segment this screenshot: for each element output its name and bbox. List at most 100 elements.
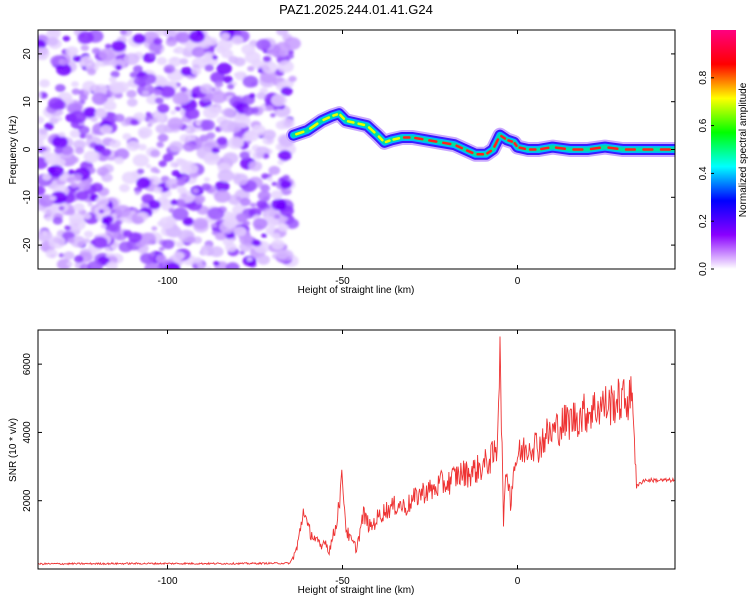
snr-x-tick-label: -100 — [157, 576, 177, 587]
noise-blob — [199, 83, 214, 94]
noise-blob — [282, 174, 290, 181]
noise-blob — [175, 199, 186, 207]
noise-blob — [280, 118, 295, 130]
noise-blob — [162, 239, 175, 250]
noise-blob — [233, 226, 247, 237]
noise-blob — [251, 59, 264, 69]
noise-blob — [288, 75, 297, 82]
noise-blob — [126, 140, 140, 151]
ridge-peak — [518, 146, 527, 151]
noise-blob — [158, 216, 175, 229]
noise-blob — [191, 67, 202, 76]
noise-blob — [69, 187, 77, 193]
noise-blob — [69, 110, 87, 124]
noise-blob — [250, 202, 257, 208]
noise-blob — [100, 224, 107, 229]
snr-marks — [38, 336, 675, 566]
noise-blob — [70, 235, 86, 248]
noise-blob — [99, 171, 106, 177]
noise-blob — [183, 142, 196, 152]
noise-blob — [64, 157, 72, 163]
noise-blobs — [38, 30, 301, 269]
noise-blob — [234, 72, 240, 77]
noise-blob — [66, 176, 75, 184]
noise-blob — [114, 205, 131, 218]
noise-blob — [83, 238, 91, 244]
noise-blob — [146, 164, 152, 169]
noise-blob — [227, 83, 235, 90]
noise-blob — [38, 47, 50, 60]
figure-title: PAZ1.2025.244.01.41.G24 — [279, 2, 433, 17]
snr-axes: -100 -50 0 2000 4000 6000 — [22, 330, 675, 587]
ridge-peak — [500, 134, 507, 140]
noise-blob — [48, 235, 66, 249]
noise-blob — [239, 197, 251, 207]
spectrogram-y-tick-label: -10 — [22, 190, 33, 205]
noise-blob — [205, 266, 212, 269]
noise-blob — [114, 156, 125, 165]
noise-blob — [261, 233, 267, 238]
noise-blob — [235, 196, 242, 201]
noise-blob — [91, 92, 108, 106]
noise-blob — [267, 177, 273, 182]
noise-blob — [39, 128, 48, 135]
noise-blob — [265, 105, 274, 112]
noise-blob — [255, 151, 265, 158]
noise-blob — [44, 122, 54, 131]
ridge-peaks — [295, 113, 672, 156]
noise-blob — [150, 149, 161, 158]
noise-blob — [239, 151, 250, 160]
noise-blob — [138, 130, 150, 139]
noise-blob — [157, 220, 165, 227]
noise-blob — [108, 76, 117, 83]
noise-blob — [138, 143, 147, 151]
noise-blob — [102, 215, 114, 224]
ridge-peak — [507, 139, 514, 143]
noise-blob — [109, 231, 120, 239]
noise-blob — [58, 132, 66, 138]
noise-blob — [172, 251, 185, 261]
noise-blob — [153, 186, 163, 194]
noise-blob — [77, 180, 91, 191]
ridge-peak — [377, 135, 384, 142]
noise-blob — [286, 53, 294, 59]
noise-blob — [190, 93, 198, 99]
noise-blob — [83, 150, 100, 163]
noise-blob — [42, 231, 48, 236]
noise-blob — [65, 46, 79, 56]
noise-blob — [284, 37, 301, 50]
noise-blob — [54, 158, 66, 167]
noise-blob — [50, 191, 67, 204]
noise-blob — [185, 127, 191, 132]
colorbar-label: Normalized spectral amplitude — [738, 82, 749, 217]
noise-blob — [52, 216, 63, 225]
noise-blob — [169, 161, 177, 168]
ridge-peak — [322, 116, 331, 122]
ridge-peak — [513, 142, 518, 147]
noise-blob — [87, 68, 96, 76]
noise-blob — [39, 92, 48, 99]
noise-blob — [63, 251, 75, 260]
noise-blob — [278, 150, 292, 161]
noise-blob — [142, 90, 150, 96]
snr-y-tick-label: 2000 — [22, 489, 33, 512]
noise-blob — [187, 134, 197, 142]
noise-blob — [172, 207, 189, 221]
noise-blob — [91, 47, 101, 55]
noise-blob — [80, 44, 90, 52]
noise-blob — [90, 182, 104, 193]
noise-blob — [83, 230, 94, 238]
noise-blob — [98, 209, 105, 214]
noise-blob — [66, 261, 73, 267]
noise-blob — [38, 185, 46, 196]
noise-blob — [132, 33, 146, 44]
noise-blob — [60, 145, 74, 156]
ridge-peak — [589, 146, 602, 151]
noise-blob — [108, 81, 124, 94]
ridge-peak — [384, 139, 391, 144]
noise-blob — [245, 131, 259, 142]
noise-blob — [252, 218, 268, 230]
noise-blob — [163, 30, 175, 38]
noise-blob — [277, 223, 289, 232]
noise-blob — [270, 94, 287, 107]
